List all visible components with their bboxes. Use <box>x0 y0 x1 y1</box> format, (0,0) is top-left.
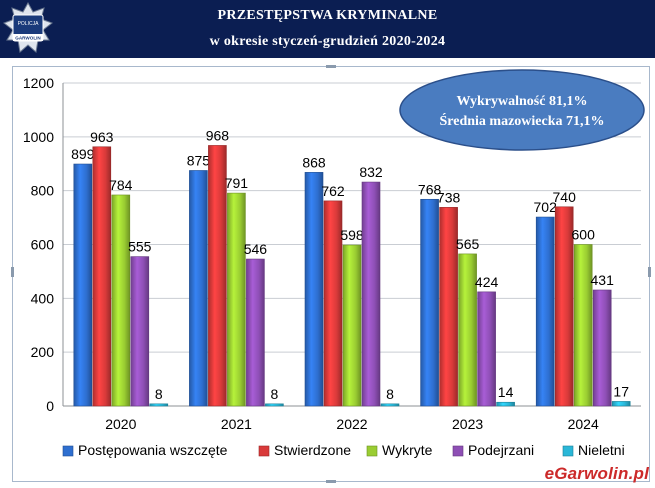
bar-nieletni-2022 <box>380 403 400 407</box>
x-tick-label: 2023 <box>452 416 483 432</box>
bar-postępowania-wszczęte-2020 <box>73 163 93 407</box>
data-label: 875 <box>187 152 211 168</box>
x-tick-label: 2020 <box>105 416 136 432</box>
bar-nieletni-2021 <box>265 403 284 407</box>
annotation-line2: Średnia mazowiecka 71,1% <box>439 112 604 129</box>
y-tick-label: 800 <box>31 183 55 199</box>
x-tick-label: 2021 <box>221 416 252 432</box>
data-label: 963 <box>90 129 114 145</box>
data-label: 14 <box>498 384 514 400</box>
bar-postępowania-wszczęte-2021 <box>189 170 208 407</box>
legend-swatch <box>452 445 464 457</box>
annotation-ellipse <box>399 69 645 151</box>
bar-wykryte-2023 <box>458 253 477 407</box>
y-tick-label: 0 <box>46 398 54 414</box>
data-label: 899 <box>71 146 95 162</box>
data-label: 868 <box>302 154 326 170</box>
bar-nieletni-2023 <box>496 401 515 407</box>
bar-podejrzani-2022 <box>361 181 381 407</box>
watermark-text: eGarwolin.pl <box>544 464 649 483</box>
legend-label: Postępowania wszczęte <box>78 442 228 458</box>
y-tick-label: 200 <box>31 344 55 360</box>
x-tick-label: 2024 <box>568 416 599 432</box>
logo-bottom-text: GARWOLIN <box>15 36 41 41</box>
bar-postępowania-wszczęte-2022 <box>304 172 324 407</box>
bar-stwierdzone-2023 <box>439 207 458 407</box>
bar-postępowania-wszczęte-2024 <box>535 216 555 407</box>
data-label: 784 <box>109 177 133 193</box>
legend-label: Podejrzani <box>468 442 534 458</box>
legend-label: Wykryte <box>382 442 433 458</box>
y-tick-label: 400 <box>31 290 55 306</box>
bar-wykryte-2021 <box>227 192 246 407</box>
legend-swatch <box>562 445 574 457</box>
data-label: 8 <box>155 386 163 402</box>
legend-swatch <box>258 445 270 457</box>
page-title: PRZESTĘPSTWA KRYMINALNE <box>217 8 438 23</box>
y-tick-label: 1200 <box>23 75 54 91</box>
data-label: 738 <box>437 189 461 205</box>
data-label: 17 <box>613 383 629 399</box>
data-label: 598 <box>340 227 364 243</box>
resize-handle-bottom[interactable] <box>326 480 336 483</box>
data-label: 565 <box>456 236 480 252</box>
data-label: 555 <box>128 239 152 255</box>
resize-handle-right[interactable] <box>648 267 651 277</box>
data-label: 431 <box>591 272 615 288</box>
data-label: 600 <box>572 227 596 243</box>
data-label: 740 <box>553 189 577 205</box>
legend-label: Stwierdzone <box>274 442 351 458</box>
y-tick-label: 600 <box>31 237 55 253</box>
data-label: 832 <box>359 164 383 180</box>
bar-chart: 0200400600800100012008999637845558202087… <box>23 69 645 458</box>
data-label: 8 <box>386 386 394 402</box>
annotation-line1: Wykrywalność 81,1% <box>457 94 588 109</box>
bar-nieletni-2020 <box>149 403 169 407</box>
legend-swatch <box>366 445 378 457</box>
bar-podejrzani-2021 <box>246 258 265 407</box>
bar-stwierdzone-2024 <box>554 206 574 407</box>
chart-frame[interactable]: 0 200 400 600 800 1000 1200 899 963 784 555 8 2020 87… <box>11 65 651 483</box>
data-label: 762 <box>321 183 345 199</box>
data-label: 968 <box>206 127 230 143</box>
resize-handle-top[interactable] <box>326 65 336 68</box>
page-subtitle: w okresie styczeń-grudzień 2020-2024 <box>209 34 446 49</box>
bar-nieletni-2024 <box>611 401 631 407</box>
data-label: 702 <box>534 199 558 215</box>
y-tick-label: 1000 <box>23 129 54 145</box>
bar-stwierdzone-2020 <box>92 146 112 407</box>
bar-podejrzani-2024 <box>592 289 612 407</box>
resize-handle-left[interactable] <box>11 267 14 277</box>
data-label: 791 <box>225 175 249 191</box>
bar-wykryte-2020 <box>111 194 131 407</box>
data-label: 424 <box>475 274 499 290</box>
data-label: 8 <box>271 386 279 402</box>
bar-stwierdzone-2021 <box>208 145 227 407</box>
bar-postępowania-wszczęte-2023 <box>420 198 439 407</box>
bar-podejrzani-2023 <box>477 291 496 407</box>
bar-wykryte-2024 <box>573 244 593 407</box>
bar-stwierdzone-2022 <box>323 200 343 407</box>
police-badge-icon: POLICJA GARWOLIN <box>3 2 53 53</box>
logo-top-text: POLICJA <box>18 21 40 27</box>
bar-wykryte-2022 <box>342 244 362 407</box>
data-label: 546 <box>244 241 268 257</box>
data-label: 768 <box>418 181 442 197</box>
legend-swatch <box>62 445 74 457</box>
bar-podejrzani-2020 <box>130 256 150 407</box>
x-tick-label: 2022 <box>336 416 367 432</box>
header-bar: POLICJA GARWOLIN PRZESTĘPSTWA KRYMINALNE… <box>0 0 655 58</box>
legend-label: Nieletni <box>578 442 625 458</box>
